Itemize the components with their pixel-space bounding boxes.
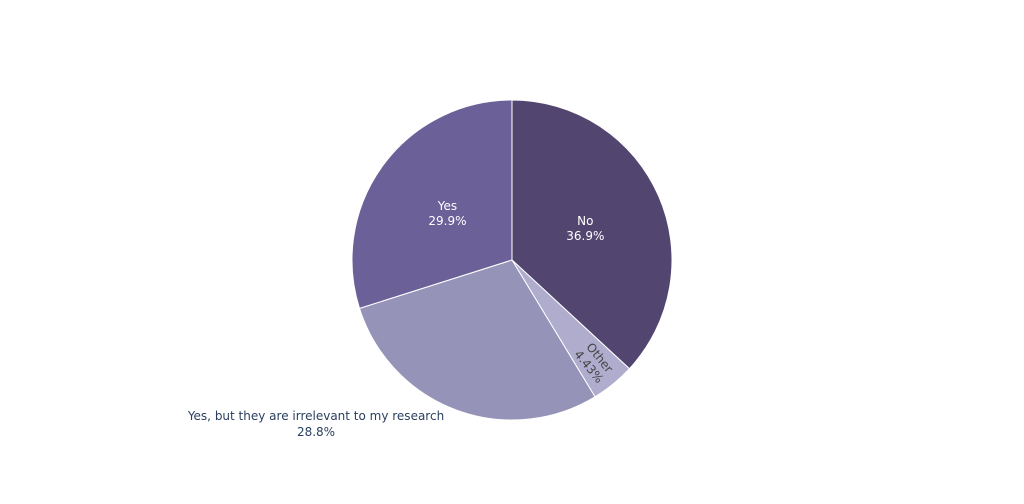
label-leader-line	[446, 410, 456, 427]
pie-slice-yes-but-they-are-irrelevant-to-my-research[interactable]	[358, 259, 596, 421]
pie-slices	[351, 99, 673, 421]
slice-label-value: 29.9%	[428, 214, 466, 228]
slice-label-value: 28.8%	[297, 425, 335, 439]
slice-label-yes-but-they-are-irrelevant-to-my-research: Yes, but they are irrelevant to my resea…	[187, 409, 456, 439]
pie-slice-no[interactable]	[511, 99, 673, 370]
pie-slice-yes[interactable]	[351, 99, 513, 310]
slice-label-name: Yes	[437, 199, 457, 213]
slice-label-name: Yes, but they are irrelevant to my resea…	[187, 409, 444, 423]
slice-label-name: No	[577, 214, 593, 228]
slice-label-value: 36.9%	[566, 229, 604, 243]
